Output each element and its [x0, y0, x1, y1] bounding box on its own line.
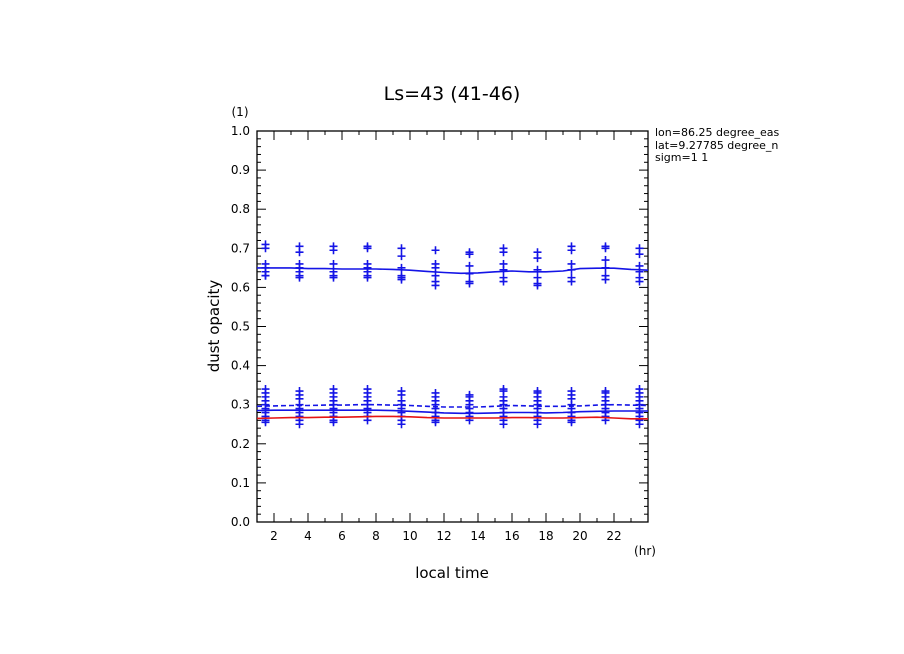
- x-unit-label: (hr): [634, 544, 656, 558]
- upper-scatter-point: [261, 244, 270, 253]
- lower-scatter-point: [329, 418, 338, 427]
- lower-scatter-point: [635, 420, 644, 429]
- info-lon: lon=86.25 degree_east: [655, 127, 779, 139]
- info-panel: lon=86.25 degree_east lat=9.27785 degree…: [655, 127, 779, 165]
- y-unit-label: (1): [232, 105, 249, 119]
- x-tick-label: 16: [504, 529, 519, 543]
- upper-scatter-point: [329, 259, 338, 268]
- upper-scatter-point: [465, 250, 474, 259]
- x-tick-label: 18: [538, 529, 553, 543]
- upper-scatter-point: [329, 273, 338, 282]
- x-tick-label: 2: [270, 529, 278, 543]
- upper-scatter-point: [533, 281, 542, 290]
- series-line-red-line: [256, 415, 648, 420]
- chart-title: Ls=43 (41-46): [384, 83, 521, 105]
- lower-scatter-point: [533, 420, 542, 429]
- y-tick-label: 0.9: [231, 163, 250, 177]
- upper-scatter-point: [533, 265, 542, 274]
- lower-scatter-point: [363, 416, 372, 425]
- upper-scatter-point: [329, 246, 338, 255]
- y-tick-label: 0.7: [231, 241, 250, 255]
- upper-scatter-point: [635, 277, 644, 286]
- lower-scatter-point: [567, 418, 576, 427]
- series-line-lower-solid: [256, 409, 648, 415]
- x-tick-label: 14: [470, 529, 485, 543]
- series-line-upper-mean: [257, 267, 649, 275]
- upper-scatter-point: [635, 250, 644, 259]
- x-tick-label: 22: [606, 529, 621, 543]
- lower-scatter-point: [499, 420, 508, 429]
- upper-scatter-point: [567, 246, 576, 255]
- y-tick-label: 0.1: [231, 476, 250, 490]
- upper-scatter-point: [431, 263, 440, 272]
- y-tick-label: 1.0: [231, 124, 250, 138]
- x-tick-label: 10: [402, 529, 417, 543]
- x-tick-label: 12: [436, 529, 451, 543]
- upper-scatter-point: [465, 279, 474, 288]
- lower-scatter-point: [397, 420, 406, 429]
- upper-scatter-point: [465, 261, 474, 270]
- upper-scatter-point: [397, 275, 406, 284]
- y-tick-label: 0.3: [231, 398, 250, 412]
- info-lat: lat=9.27785 degree_north: [655, 138, 779, 152]
- plot-area: 0.0 0.1 0.2 0.3 0.4 0.5 0.6 0.7 0.8 0.9 1.0 2 4 6 8 10 1…: [231, 124, 649, 543]
- upper-scatter-point: [295, 248, 304, 257]
- upper-scatter-point: [431, 246, 440, 255]
- x-axis-title: local time: [415, 564, 489, 582]
- upper-scatter-point: [567, 277, 576, 286]
- upper-scatter-point: [431, 281, 440, 290]
- y-tick-label: 0.8: [231, 202, 250, 216]
- y-tick-label: 0.0: [231, 515, 250, 529]
- y-tick-label: 0.4: [231, 359, 250, 373]
- series-line-lower-dashed: [256, 403, 649, 408]
- upper-scatter-point: [261, 271, 270, 280]
- x-tick-label: 4: [304, 529, 312, 543]
- info-sigma: sigm=1 1: [655, 151, 709, 164]
- upper-scatter-point: [397, 244, 406, 253]
- upper-scatter-point: [295, 273, 304, 282]
- lower-scatter-point: [261, 418, 270, 427]
- upper-scatter-point: [601, 256, 610, 265]
- y-tick-label: 0.6: [231, 280, 250, 294]
- upper-scatter-point: [499, 277, 508, 286]
- lower-scatter-point: [431, 418, 440, 427]
- upper-scatter-point: [499, 248, 508, 257]
- lower-scatter-point: [295, 420, 304, 429]
- y-tick-label: 0.5: [231, 320, 250, 334]
- upper-scatter-point: [601, 275, 610, 284]
- upper-scatter-point: [499, 265, 508, 274]
- x-tick-label: 8: [372, 529, 380, 543]
- upper-scatter-point: [397, 252, 406, 261]
- y-axis-title: dust opacity: [205, 280, 223, 373]
- x-tick-label: 20: [572, 529, 587, 543]
- upper-scatter-point: [601, 244, 610, 253]
- upper-scatter-point: [363, 273, 372, 282]
- plot-frame: [256, 130, 649, 523]
- upper-scatter-point: [363, 244, 372, 253]
- x-tick-label: 6: [338, 529, 346, 543]
- y-tick-label: 0.2: [231, 437, 250, 451]
- upper-scatter-point: [533, 254, 542, 263]
